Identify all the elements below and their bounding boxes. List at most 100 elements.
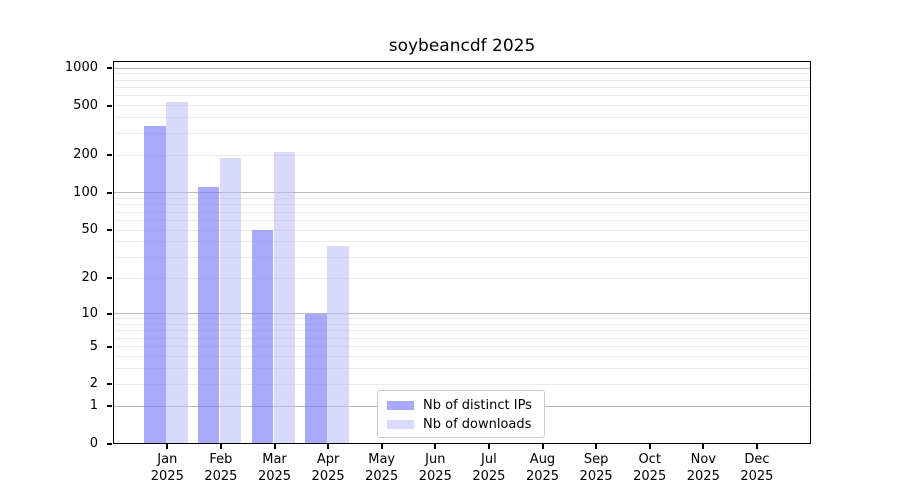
x-tick-label-year: 2025 — [633, 469, 667, 484]
x-tick-label-month: Jun — [425, 452, 446, 467]
x-tick-label-month: Nov — [690, 452, 716, 467]
x-tick-label-month: Dec — [744, 452, 770, 467]
y-axis-tick — [107, 443, 112, 445]
x-axis-tick — [327, 444, 330, 449]
gridline-minor — [113, 330, 811, 332]
x-tick-label-month: May — [368, 452, 396, 467]
gridline-minor — [113, 346, 811, 347]
gridline-minor — [113, 86, 811, 88]
x-tick-label-year: 2025 — [257, 469, 292, 484]
y-tick-label: 0 — [89, 436, 98, 451]
y-axis-tick — [107, 191, 112, 194]
x-axis-tick — [595, 444, 598, 449]
x-tick-label-month: Jan — [157, 452, 178, 467]
gridline-minor — [113, 204, 811, 206]
x-tick-label-year: 2025 — [740, 469, 774, 484]
x-tick-label: Dec 2025 — [725, 451, 789, 485]
x-tick-label: May 2025 — [350, 451, 414, 485]
x-tick-label-year: 2025 — [525, 469, 560, 484]
x-axis-tick — [380, 444, 383, 449]
gridline-minor — [113, 383, 811, 385]
gridline-major — [113, 313, 811, 314]
bar-downloads-apr — [327, 246, 349, 444]
x-axis-tick — [755, 444, 758, 449]
gridline-minor — [113, 95, 811, 97]
y-axis-tick — [107, 312, 112, 315]
gridline-minor — [113, 219, 811, 221]
gridline-minor — [113, 79, 811, 81]
y-tick-label: 500 — [73, 97, 98, 113]
y-axis-tick — [107, 67, 112, 69]
gridline-minor — [113, 117, 811, 119]
x-tick-label-year: 2025 — [365, 469, 399, 484]
x-tick-label-month: Mar — [262, 452, 287, 467]
x-tick-label-month: Feb — [209, 452, 233, 467]
gridline-major — [113, 192, 811, 194]
gridline-minor — [113, 318, 811, 320]
y-tick-label: 200 — [73, 147, 98, 163]
x-tick-label-year: 2025 — [418, 469, 452, 484]
gridline-minor — [113, 198, 811, 199]
x-axis-tick — [434, 444, 437, 449]
x-tick-label-year: 2025 — [150, 469, 184, 484]
legend-label-downloads: Nb of downloads — [423, 417, 532, 432]
x-tick-label-year: 2025 — [311, 469, 345, 484]
legend-swatch-distinct-ips — [387, 401, 414, 410]
gridline-minor — [113, 368, 811, 370]
bar-downloads-jan — [166, 102, 188, 444]
x-tick-label: Jul 2025 — [457, 451, 521, 485]
y-axis-tick — [107, 383, 112, 386]
x-axis-tick — [541, 444, 544, 449]
x-tick-label-year: 2025 — [579, 469, 613, 484]
y-tick-label: 50 — [81, 222, 98, 237]
gridline-major — [113, 67, 811, 69]
x-tick-label-year: 2025 — [686, 469, 720, 484]
y-tick-label: 2 — [89, 376, 98, 392]
gridline-minor — [113, 105, 811, 107]
x-axis-tick — [273, 444, 276, 449]
gridline-minor — [113, 241, 811, 243]
gridline-minor — [113, 73, 811, 75]
bar-distinct-ips-feb — [197, 186, 220, 444]
x-tick-label: Jan 2025 — [135, 451, 199, 485]
legend-swatch-downloads — [387, 420, 414, 429]
x-tick-label: Sep 2025 — [564, 451, 628, 485]
y-axis-tick — [107, 154, 112, 157]
legend-item-distinct-ips: Nb of distinct IPs — [387, 397, 534, 414]
x-axis-tick — [487, 444, 490, 449]
bar-distinct-ips-jan — [144, 125, 166, 444]
x-tick-label: Jun 2025 — [403, 451, 467, 485]
bar-distinct-ips-apr — [305, 313, 327, 444]
y-axis-tick — [107, 405, 112, 408]
bar-downloads-feb — [219, 157, 242, 444]
x-tick-label: Oct 2025 — [618, 451, 682, 485]
y-axis-tick — [107, 104, 112, 107]
x-tick-label-month: Sep — [583, 452, 609, 467]
bar-distinct-ips-mar — [251, 230, 274, 444]
y-tick-label: 1000 — [64, 60, 98, 75]
gridline-minor — [113, 211, 811, 213]
legend-label-distinct-ips: Nb of distinct IPs — [423, 398, 532, 413]
x-tick-label-year: 2025 — [472, 469, 506, 484]
x-tick-label-month: Oct — [638, 452, 661, 467]
gridline-minor — [113, 154, 811, 156]
x-tick-label-month: Aug — [529, 452, 556, 467]
chart-title: soybeancdf 2025 — [388, 36, 536, 56]
x-tick-label: Nov 2025 — [671, 451, 735, 485]
gridline-minor — [113, 277, 811, 279]
x-tick-label: Mar 2025 — [243, 451, 307, 485]
y-axis-tick — [107, 229, 112, 231]
plot-area — [113, 61, 811, 444]
y-axis-tick — [107, 345, 112, 348]
y-tick-label: 10 — [81, 305, 98, 321]
gridline-minor — [113, 337, 811, 339]
gridline-minor — [113, 229, 811, 231]
bar-downloads-mar — [273, 151, 296, 444]
x-tick-label: Feb 2025 — [189, 451, 253, 485]
gridline-minor — [113, 132, 811, 134]
x-axis-tick — [166, 444, 169, 449]
legend: Nb of distinct IPs Nb of downloads — [377, 390, 545, 438]
gridline-minor — [113, 323, 811, 325]
y-tick-label: 1 — [89, 398, 98, 414]
